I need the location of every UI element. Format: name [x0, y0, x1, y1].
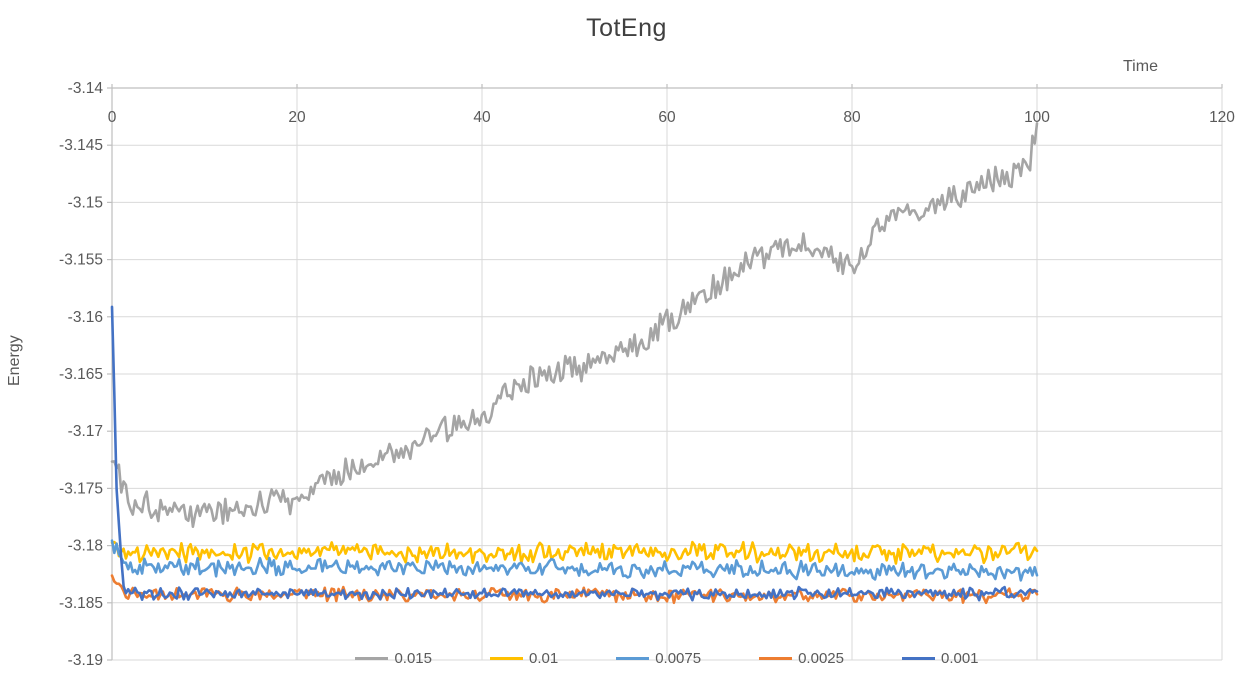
x-axis-title: Time	[1123, 58, 1158, 75]
legend-label: 0.0075	[655, 650, 702, 667]
legend-item: 0.0075	[616, 650, 701, 667]
series-line-0.001	[110, 305, 1039, 602]
legend-item: 0.01	[490, 650, 558, 667]
legend-label: 0.01	[529, 650, 559, 667]
legend: 0.015 0.01 0.0075 0.0025 0.001	[112, 650, 1222, 667]
legend-line-swatch	[490, 657, 523, 660]
y-tick-label: -3.165	[59, 366, 103, 383]
legend-line-swatch	[759, 657, 793, 660]
x-tick-label: 20	[288, 109, 306, 126]
y-tick-label: -3.18	[68, 538, 103, 555]
y-tick-label: -3.19	[68, 652, 103, 669]
x-tick-label: 80	[843, 109, 861, 126]
legend-label: 0.001	[940, 650, 979, 667]
legend-line-swatch	[901, 657, 935, 660]
legend-line-swatch	[616, 657, 650, 660]
legend-line-swatch	[355, 657, 389, 660]
y-tick-label: -3.17	[68, 423, 103, 440]
y-tick-label: -3.14	[68, 80, 104, 97]
chart-title: TotEng	[586, 14, 667, 42]
legend-item: 0.015	[355, 650, 432, 667]
series-line-0.0075	[110, 539, 1039, 582]
legend-label: 0.015	[394, 650, 432, 667]
y-tick-label: -3.155	[59, 252, 103, 269]
legend-item: 0.001	[901, 650, 979, 667]
y-tick-label: -3.15	[68, 194, 103, 211]
x-tick-label: 40	[473, 109, 491, 126]
series-line-0.015	[110, 122, 1039, 529]
series-line-0.01	[110, 540, 1039, 565]
y-tick-label: -3.175	[59, 480, 103, 497]
legend-label: 0.0025	[798, 650, 844, 667]
y-tick-label: -3.16	[68, 309, 103, 326]
legend-item: 0.0025	[759, 650, 844, 667]
y-tick-label: -3.145	[59, 137, 103, 154]
x-tick-label: 60	[658, 109, 676, 126]
y-tick-label: -3.185	[59, 595, 103, 612]
x-tick-label: 120	[1209, 109, 1235, 126]
x-tick-label: 0	[108, 109, 117, 126]
x-tick-label: 100	[1024, 109, 1050, 126]
